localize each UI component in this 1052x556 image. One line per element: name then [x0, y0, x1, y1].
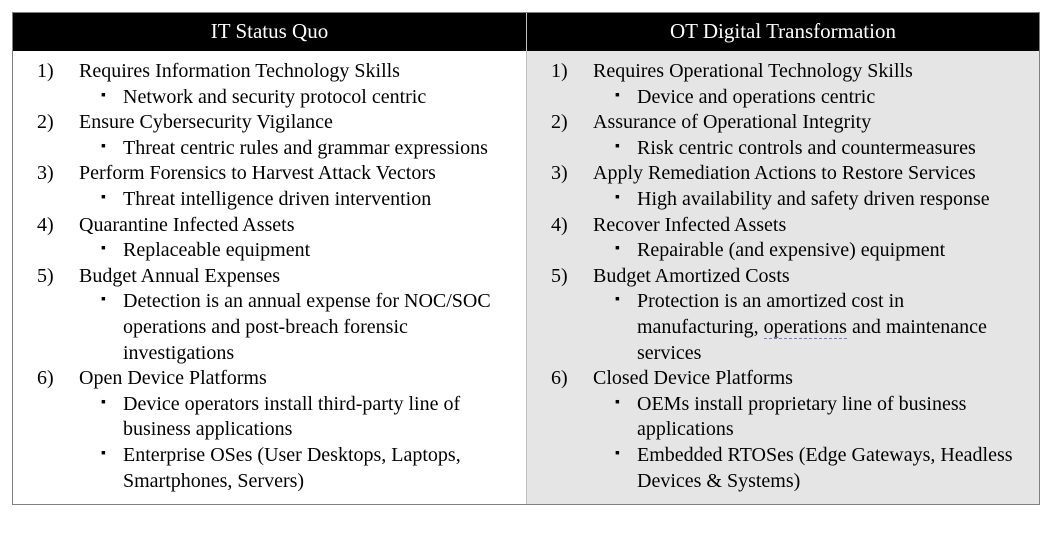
- list-item-text: Budget Amortized Costs: [593, 265, 790, 287]
- sub-list: Device and operations centric: [593, 85, 1027, 111]
- sub-list-item: Repairable (and expensive) equipment: [633, 238, 1027, 264]
- sub-list-item: Threat intelligence driven intervention: [119, 187, 514, 213]
- list-item: Quarantine Infected AssetsReplaceable eq…: [65, 213, 514, 264]
- sub-list: Threat centric rules and grammar express…: [79, 136, 514, 162]
- list-item: Assurance of Operational Integrity Risk c…: [579, 110, 1027, 161]
- list-item-text: Requires Operational Technology Skills: [593, 60, 913, 82]
- list-item-text: Recover Infected Assets: [593, 214, 786, 236]
- column-ot-header: OT Digital Transformation: [527, 13, 1039, 51]
- sub-list: Detection is an annual expense for NOC/S…: [79, 289, 514, 366]
- sub-list: Replaceable equipment: [79, 238, 514, 264]
- sub-list-item: High availability and safety driven resp…: [633, 187, 1027, 213]
- list-item: Budget Annual ExpensesDetection is an an…: [65, 264, 514, 366]
- sub-list: Protection is an amortized cost in manuf…: [593, 289, 1027, 366]
- column-ot: OT Digital Transformation Requires Opera…: [526, 13, 1039, 504]
- column-it-body: Requires Information Technology Skills Ne…: [13, 51, 526, 504]
- sub-list-item: Network and security protocol centric: [119, 85, 514, 111]
- sub-list: Network and security protocol centric: [79, 85, 514, 111]
- sub-list-item: Replaceable equipment: [119, 238, 514, 264]
- list-item: Ensure Cybersecurity Vigilance Threat cen…: [65, 110, 514, 161]
- sub-list-item: Risk centric controls and countermeasure…: [633, 136, 1027, 162]
- list-item-text: Perform Forensics to Harvest Attack Vect…: [79, 162, 436, 184]
- list-item: Requires Operational Technology Skills De…: [579, 59, 1027, 110]
- sub-list-item: Threat centric rules and grammar express…: [119, 136, 514, 162]
- sub-list-item: Device operators install third-party lin…: [119, 392, 514, 443]
- column-ot-list: Requires Operational Technology Skills De…: [551, 59, 1027, 494]
- comparison-table-container: IT Status Quo Requires Information Techn…: [0, 0, 1052, 517]
- list-item: Requires Information Technology Skills Ne…: [65, 59, 514, 110]
- list-item-text: Assurance of Operational Integrity: [593, 111, 871, 133]
- sub-list-item: Device and operations centric: [633, 85, 1027, 111]
- list-item-text: Closed Device Platforms: [593, 367, 793, 389]
- list-item-text: Open Device Platforms: [79, 367, 267, 389]
- sub-list: Repairable (and expensive) equipment: [593, 238, 1027, 264]
- sub-list: Risk centric controls and countermeasure…: [593, 136, 1027, 162]
- sub-list-item: OEMs install proprietary line of busines…: [633, 392, 1027, 443]
- sub-list-item: Enterprise OSes (User Desktops, Laptops,…: [119, 443, 514, 494]
- list-item: Open Device Platforms Device operators in…: [65, 366, 514, 494]
- spellcheck-underline: operations: [764, 316, 847, 339]
- list-item-text: Requires Information Technology Skills: [79, 60, 400, 82]
- column-it: IT Status Quo Requires Information Techn…: [13, 13, 526, 504]
- list-item-text: Apply Remediation Actions to Restore Ser…: [593, 162, 976, 184]
- list-item-text: Budget Annual Expenses: [79, 265, 280, 287]
- list-item: Recover Infected AssetsRepairable (and e…: [579, 213, 1027, 264]
- list-item: Perform Forensics to Harvest Attack Vect…: [65, 161, 514, 212]
- list-item-text: Quarantine Infected Assets: [79, 214, 294, 236]
- list-item: Closed Device Platforms OEMs install prop…: [579, 366, 1027, 494]
- list-item: Budget Amortized CostsProtection is an a…: [579, 264, 1027, 366]
- comparison-table: IT Status Quo Requires Information Techn…: [12, 12, 1040, 505]
- list-item-text: Ensure Cybersecurity Vigilance: [79, 111, 333, 133]
- sub-list-item: Embedded RTOSes (Edge Gateways, Headless…: [633, 443, 1027, 494]
- sub-list: Device operators install third-party lin…: [79, 392, 514, 494]
- sub-list: High availability and safety driven resp…: [593, 187, 1027, 213]
- column-it-header: IT Status Quo: [13, 13, 526, 51]
- list-item: Apply Remediation Actions to Restore Ser…: [579, 161, 1027, 212]
- column-ot-body: Requires Operational Technology Skills De…: [527, 51, 1039, 504]
- column-it-list: Requires Information Technology Skills Ne…: [37, 59, 514, 494]
- sub-list: Threat intelligence driven intervention: [79, 187, 514, 213]
- sub-list: OEMs install proprietary line of busines…: [593, 392, 1027, 494]
- sub-list-item: Detection is an annual expense for NOC/S…: [119, 289, 514, 366]
- sub-list-item: Protection is an amortized cost in manuf…: [633, 289, 1027, 366]
